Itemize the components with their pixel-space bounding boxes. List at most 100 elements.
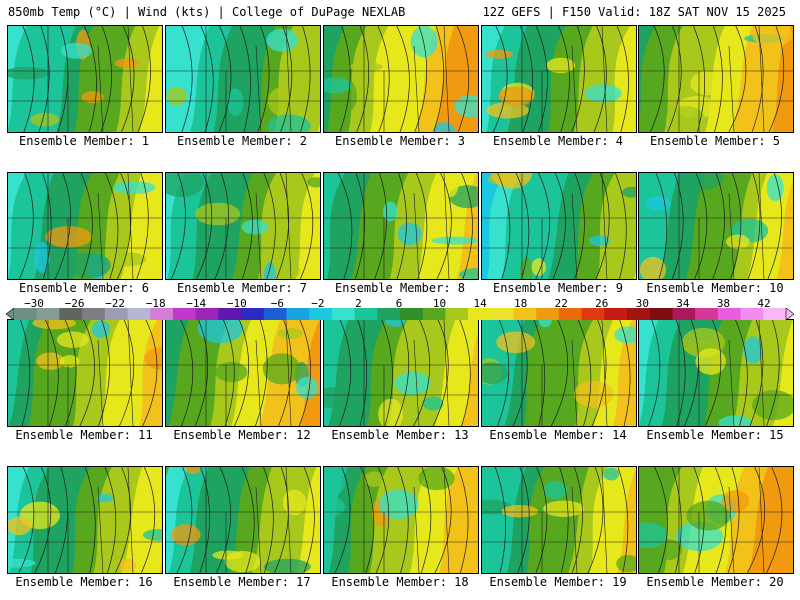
contour-line <box>262 467 274 573</box>
state-borders <box>482 320 636 426</box>
ensemble-panel-20[interactable] <box>638 466 794 574</box>
temperature-map-19 <box>482 467 636 573</box>
temp-blob <box>324 497 346 517</box>
contour-line <box>18 467 35 573</box>
contour-line <box>298 320 311 426</box>
temp-band <box>612 26 636 132</box>
ensemble-panel-16[interactable] <box>7 466 163 574</box>
temp-blob <box>501 505 539 518</box>
temp-blob <box>397 222 422 246</box>
ensemble-panel-10[interactable] <box>638 172 794 280</box>
contour-line <box>137 26 151 132</box>
contour-line <box>136 173 149 279</box>
ensemble-member-label: Ensemble Member: 11 <box>15 428 153 442</box>
colorbar-tick-label: −10 <box>226 297 247 310</box>
ensemble-panel-15[interactable] <box>638 319 794 427</box>
contour-line <box>616 26 629 132</box>
temp-blob <box>142 529 162 541</box>
ensemble-panel-4[interactable] <box>481 25 637 133</box>
colorbar-tick-label: 26 <box>595 297 609 310</box>
state-borders <box>8 173 162 279</box>
colorbar-swatch <box>604 308 628 320</box>
temp-blob <box>639 256 667 279</box>
temp-blob <box>496 331 536 354</box>
contour-line <box>84 467 96 573</box>
ensemble-panel-19[interactable] <box>481 466 637 574</box>
ensemble-member-label: Ensemble Member: 14 <box>489 428 627 442</box>
contour-line <box>550 320 569 426</box>
ensemble-member-label: Ensemble Member: 17 <box>173 575 311 589</box>
ensemble-panel-18[interactable] <box>323 466 479 574</box>
temp-blob <box>384 320 406 327</box>
contour-line <box>655 173 668 279</box>
temp-blob <box>91 320 110 338</box>
ensemble-panel-1[interactable] <box>7 25 163 133</box>
colorbar-swatch <box>468 308 492 320</box>
contour-line <box>121 26 135 132</box>
temp-blob <box>573 380 614 408</box>
ensemble-panel-8[interactable] <box>323 172 479 280</box>
contour-line <box>432 320 449 426</box>
temp-band <box>295 173 320 279</box>
temp-blob <box>224 550 261 573</box>
contour-line <box>142 320 158 426</box>
contour-line <box>303 467 315 573</box>
temp-blob <box>267 86 297 117</box>
colorbar-swatch <box>558 308 583 320</box>
temp-blob <box>113 181 156 194</box>
ensemble-panel-14[interactable] <box>481 319 637 427</box>
contour-line <box>512 320 528 426</box>
contour-line <box>671 173 684 279</box>
contour-line <box>730 173 742 279</box>
state-borders <box>482 467 636 573</box>
temp-blob <box>36 352 65 370</box>
temp-band <box>768 467 793 573</box>
ensemble-panel-5[interactable] <box>638 25 794 133</box>
temperature-map-10 <box>639 173 793 279</box>
contour-line <box>104 467 117 573</box>
temp-blob <box>646 196 671 211</box>
temp-blob <box>262 353 301 385</box>
contour-line <box>571 26 585 132</box>
temp-blob <box>482 362 508 384</box>
contour-line <box>587 467 604 573</box>
contour-line <box>574 173 585 279</box>
contour-line <box>535 26 548 132</box>
temp-band <box>159 556 162 573</box>
ensemble-panel-11[interactable] <box>7 319 163 427</box>
contour-line <box>558 26 570 132</box>
contour-line <box>375 467 390 573</box>
ensemble-panel-17[interactable] <box>165 466 321 574</box>
contour-line <box>234 320 249 426</box>
contour-line <box>357 320 368 426</box>
temp-blob <box>655 539 683 560</box>
ensemble-panel-13[interactable] <box>323 319 479 427</box>
ensemble-panel-12[interactable] <box>165 319 321 427</box>
ensemble-panel-7[interactable] <box>165 172 321 280</box>
contour-line <box>199 467 210 573</box>
colorbar-swatch <box>649 308 673 320</box>
contour-line <box>727 467 740 573</box>
temp-blob <box>378 398 404 426</box>
contour-line <box>196 173 213 279</box>
temperature-map-4 <box>482 26 636 132</box>
ensemble-panel-3[interactable] <box>323 25 479 133</box>
contour-line <box>571 467 583 573</box>
contour-line <box>694 173 708 279</box>
ensemble-panel-9[interactable] <box>481 172 637 280</box>
contour-line <box>654 467 668 573</box>
contour-line <box>494 467 506 573</box>
temp-band <box>139 320 162 426</box>
ensemble-panel-2[interactable] <box>165 25 321 133</box>
colorbar-swatch <box>127 308 151 320</box>
ensemble-member-label: Ensemble Member: 18 <box>331 575 469 589</box>
ensemble-panel-6[interactable] <box>7 172 163 280</box>
contour-line <box>614 173 627 279</box>
temp-band <box>434 320 478 426</box>
temp-blob <box>422 396 444 411</box>
contour-line <box>79 320 95 426</box>
temperature-map-2 <box>166 26 320 132</box>
colorbar-tick-label: −18 <box>145 297 166 310</box>
temp-band <box>633 272 636 279</box>
temp-blob <box>59 355 80 368</box>
